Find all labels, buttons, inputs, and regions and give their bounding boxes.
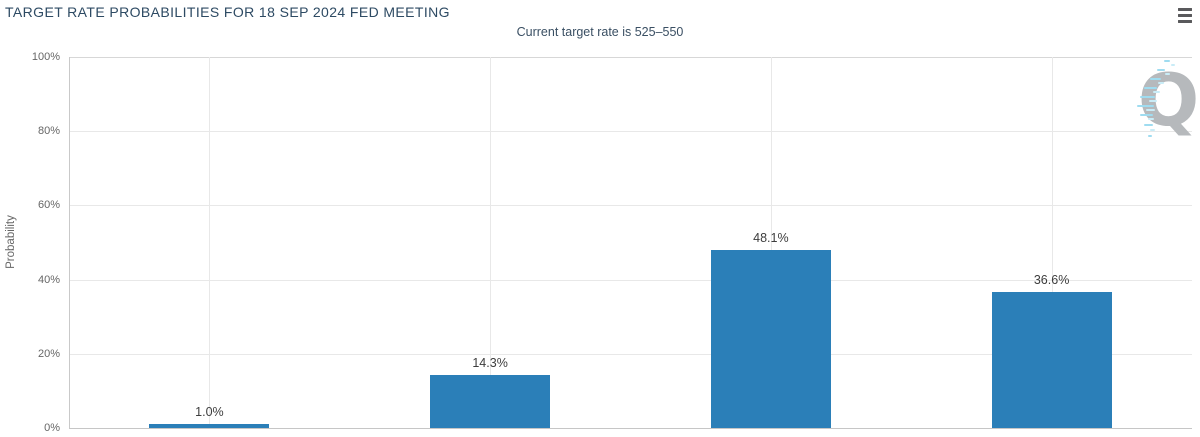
hamburger-icon	[1178, 19, 1192, 23]
bar-value-label: 48.1%	[753, 230, 789, 245]
bar-value-label: 36.6%	[1033, 273, 1070, 288]
chart-title: TARGET RATE PROBABILITIES FOR 18 SEP 202…	[5, 4, 450, 20]
y-axis-tick-label: 40%	[37, 273, 60, 286]
y-axis-tick-label: 100%	[31, 51, 60, 63]
hamburger-icon	[1178, 13, 1192, 17]
y-axis-line	[69, 57, 70, 428]
horizontal-gridline	[69, 279, 1192, 281]
probability-bar[interactable]	[149, 424, 270, 428]
probability-bar[interactable]	[991, 292, 1112, 428]
bar-value-label: 14.3%	[472, 355, 508, 370]
probability-bar[interactable]	[710, 249, 831, 428]
horizontal-gridline	[69, 428, 1192, 429]
bar-value-label: 1.0%	[195, 405, 224, 420]
horizontal-gridline	[69, 353, 1192, 355]
hamburger-icon	[1178, 7, 1192, 11]
chart-subtitle: Current target rate is 525–550	[516, 25, 684, 39]
horizontal-gridline	[69, 57, 1192, 58]
y-axis-tick-label: 60%	[37, 199, 60, 212]
probability-bar[interactable]	[430, 374, 551, 428]
y-axis-tick-label: 80%	[37, 125, 60, 138]
vertical-gridline	[490, 57, 492, 428]
vertical-gridline	[1051, 57, 1053, 428]
chart-menu-button[interactable]	[1176, 6, 1194, 24]
y-axis-tick-label: 0%	[44, 422, 60, 434]
y-axis-tick-label: 20%	[37, 347, 60, 360]
vertical-gridline	[209, 57, 211, 428]
vertical-gridline	[770, 57, 772, 428]
horizontal-gridline	[69, 205, 1192, 207]
horizontal-gridline	[69, 131, 1192, 133]
